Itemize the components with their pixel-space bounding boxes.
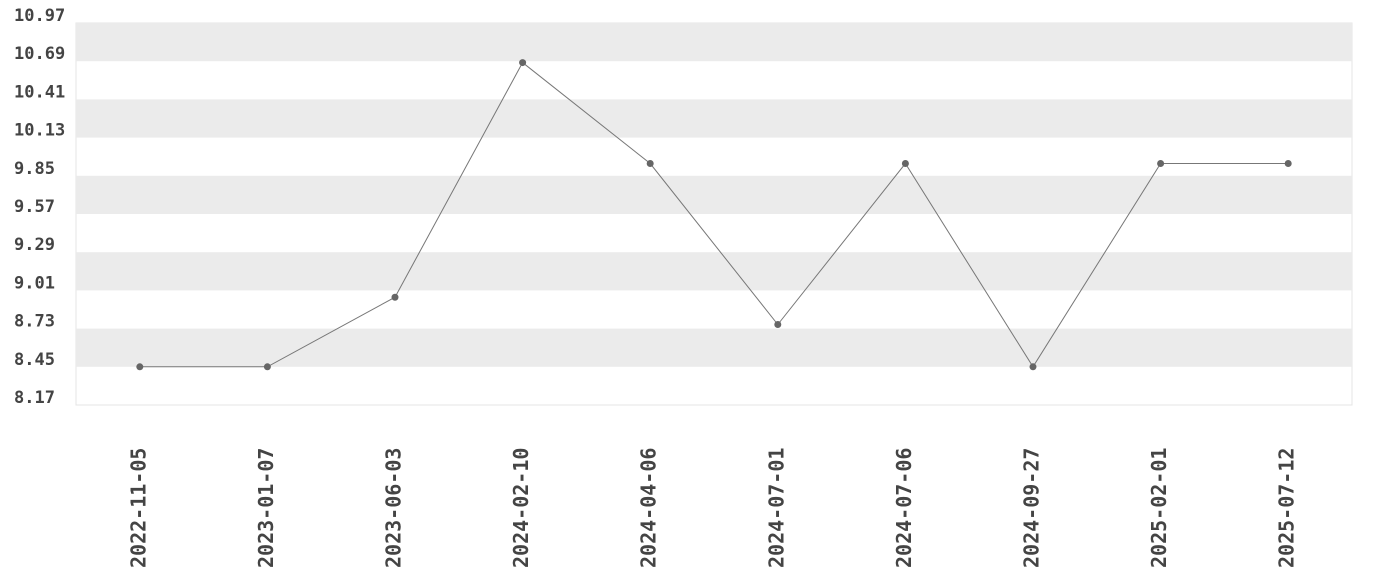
data-point bbox=[136, 363, 144, 371]
x-tick-label: 2024-07-01 bbox=[764, 448, 788, 568]
x-tick-label: 2024-04-06 bbox=[637, 448, 661, 568]
data-point bbox=[263, 363, 271, 371]
data-point bbox=[519, 59, 527, 67]
x-tick-label: 2023-01-07 bbox=[254, 448, 278, 568]
y-tick-label: 9.85 bbox=[14, 159, 55, 179]
x-tick-label: 2025-02-01 bbox=[1147, 448, 1171, 568]
data-point bbox=[391, 293, 399, 301]
y-tick-label: 10.69 bbox=[14, 44, 65, 64]
data-point bbox=[1029, 363, 1037, 371]
data-line bbox=[139, 61, 1289, 368]
data-point bbox=[1157, 160, 1165, 168]
y-tick-label: 8.45 bbox=[14, 350, 55, 370]
y-tick-label: 10.41 bbox=[14, 82, 65, 102]
x-tick-label: 2024-02-10 bbox=[509, 448, 533, 568]
x-tick-label: 2022-11-05 bbox=[126, 448, 150, 568]
grid-band bbox=[76, 23, 1352, 62]
grid-band bbox=[76, 328, 1352, 367]
x-tick-label: 2024-07-06 bbox=[892, 448, 916, 568]
y-tick-label: 10.13 bbox=[14, 121, 65, 141]
grid-band bbox=[76, 99, 1352, 138]
grid-band bbox=[76, 175, 1352, 214]
data-point bbox=[901, 160, 909, 168]
y-tick-label: 8.73 bbox=[14, 312, 55, 332]
grid-band bbox=[76, 252, 1352, 291]
x-tick-label: 2023-06-03 bbox=[382, 448, 406, 568]
y-tick-label: 9.57 bbox=[14, 197, 55, 217]
data-point bbox=[774, 321, 782, 329]
data-point bbox=[1284, 160, 1292, 168]
y-tick-label: 9.01 bbox=[14, 273, 55, 293]
x-tick-label: 2025-07-12 bbox=[1275, 448, 1299, 568]
data-point bbox=[646, 160, 654, 168]
x-tick-label: 2024-09-27 bbox=[1020, 448, 1044, 568]
y-tick-label: 8.17 bbox=[14, 388, 55, 408]
y-tick-label: 10.97 bbox=[14, 6, 65, 26]
y-tick-label: 9.29 bbox=[14, 235, 55, 255]
